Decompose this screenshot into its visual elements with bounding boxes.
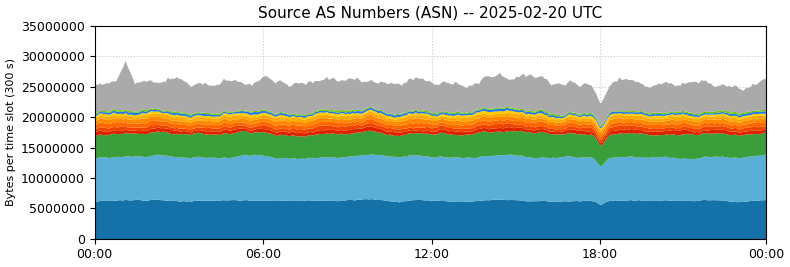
Title: Source AS Numbers (ASN) -- 2025-02-20 UTC: Source AS Numbers (ASN) -- 2025-02-20 UT… bbox=[258, 6, 603, 21]
Y-axis label: Bytes per time slot (300 s): Bytes per time slot (300 s) bbox=[6, 58, 16, 206]
